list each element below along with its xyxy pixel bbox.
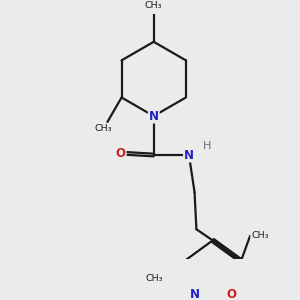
Text: N: N [149, 110, 159, 123]
Text: CH₃: CH₃ [146, 274, 163, 283]
Text: CH₃: CH₃ [145, 1, 163, 10]
Text: H: H [202, 141, 211, 151]
Text: N: N [184, 148, 194, 161]
Text: CH₃: CH₃ [251, 231, 268, 240]
Text: N: N [190, 288, 200, 300]
Text: O: O [116, 147, 126, 160]
Text: O: O [227, 288, 237, 300]
Text: CH₃: CH₃ [95, 124, 112, 133]
